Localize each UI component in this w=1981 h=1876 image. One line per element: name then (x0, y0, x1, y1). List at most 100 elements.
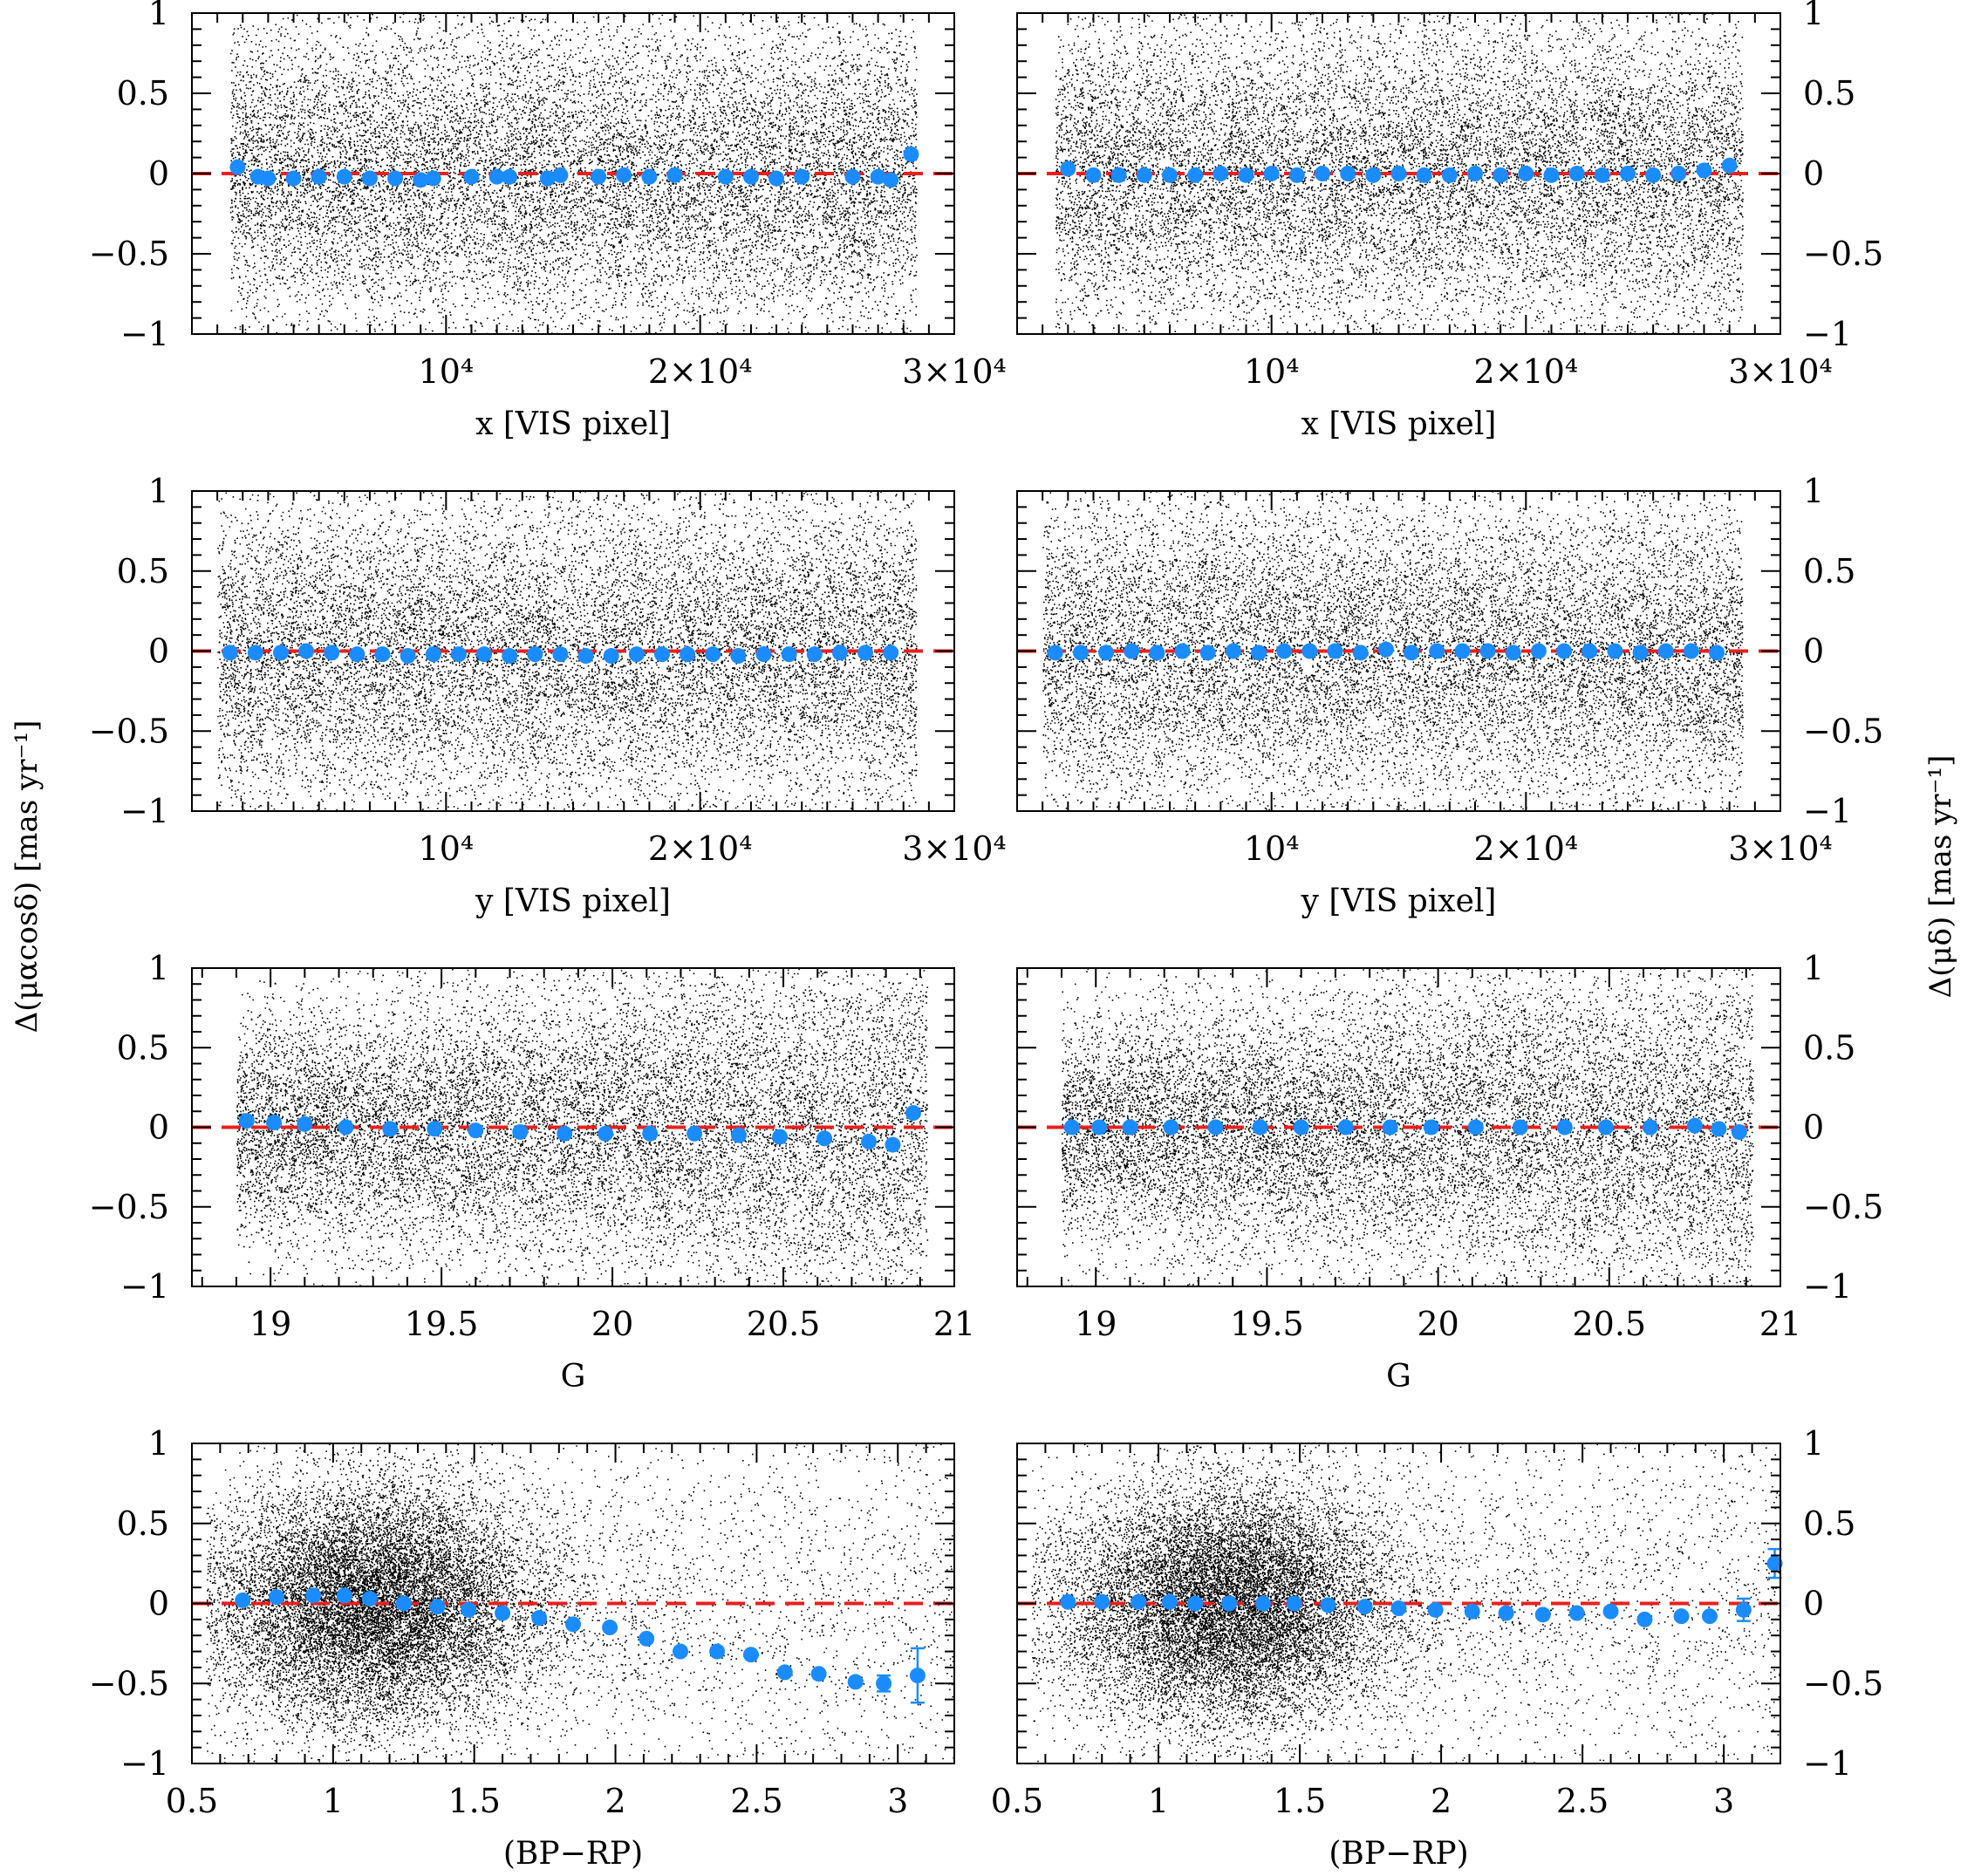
binned-point-marker (1111, 167, 1127, 183)
binned-point (1598, 1120, 1614, 1136)
binned-point (1633, 645, 1649, 660)
binned-point (1428, 1602, 1444, 1618)
binned-point (531, 1610, 547, 1626)
binned-point (1353, 645, 1369, 660)
x-axis-label: (BP−RP) (503, 1836, 643, 1872)
binned-point-marker (604, 648, 619, 664)
x-axis-label: x [VIS pixel] (1301, 406, 1497, 442)
binned-point-marker (1208, 1120, 1224, 1136)
binned-point-marker (1684, 644, 1699, 659)
binned-point-marker (1060, 160, 1076, 176)
binned-point (1709, 645, 1725, 660)
x-tick-label: 1.5 (1274, 1782, 1326, 1820)
binned-point-marker (426, 171, 441, 187)
binned-point (1122, 1120, 1137, 1136)
binned-point-marker (1328, 644, 1343, 659)
binned-point-marker (1493, 167, 1508, 183)
y-tick-label: 0.5 (1803, 1028, 1855, 1067)
x-tick-label: 2 (1431, 1782, 1452, 1820)
binned-point-marker (709, 1644, 725, 1660)
y-tick-label: 0 (1803, 154, 1824, 193)
binned-point (387, 171, 403, 187)
binned-point-marker (1091, 1120, 1107, 1136)
binned-point-marker (362, 1591, 378, 1607)
binned-point-marker (1429, 644, 1445, 659)
binned-point-marker (1670, 166, 1686, 181)
binned-point-marker (387, 171, 403, 187)
y-tick-label: −0.5 (89, 1664, 169, 1702)
binned-point (673, 1644, 688, 1660)
binned-point-marker (578, 648, 594, 664)
binned-point (1391, 166, 1407, 181)
binned-point (1253, 1120, 1268, 1136)
y-tick-label: 1 (148, 0, 169, 32)
binned-point-marker (557, 1126, 572, 1142)
binned-point (642, 1126, 658, 1142)
binned-point (1221, 1596, 1237, 1612)
binned-point (248, 645, 263, 660)
y-tick-label: 0.5 (1803, 552, 1855, 590)
binned-point (756, 646, 772, 662)
binned-point-marker (1513, 1120, 1528, 1136)
binned-point-marker (248, 645, 263, 660)
binned-point (1531, 644, 1547, 659)
binned-point-marker (743, 169, 759, 185)
binned-point-marker (1378, 642, 1394, 658)
binned-point-marker (337, 169, 352, 185)
x-tick-label: 21 (933, 1305, 975, 1343)
binned-point-marker (1253, 1120, 1268, 1136)
binned-point (1454, 644, 1470, 659)
binned-point (298, 644, 314, 659)
binned-point (557, 1126, 572, 1142)
binned-point-marker (338, 1120, 353, 1136)
binned-point-marker (1428, 1602, 1444, 1618)
binned-point (382, 1121, 398, 1136)
binned-point-marker (1320, 1597, 1335, 1613)
x-axis-label: (BP−RP) (1329, 1836, 1468, 1872)
binned-point-marker (885, 1137, 900, 1153)
binned-point-marker (641, 169, 657, 185)
right-y-axis-label: Δ(μδ) [mas yr⁻¹] (1923, 755, 1958, 999)
binned-point-marker (1535, 1607, 1551, 1622)
binned-point-marker (1226, 644, 1241, 659)
binned-point (1187, 1596, 1203, 1612)
binned-point-marker (1454, 644, 1470, 659)
binned-point-marker (1098, 645, 1114, 660)
binned-point-marker (1643, 1120, 1658, 1136)
binned-point (1697, 162, 1712, 178)
binned-point-marker (269, 1589, 284, 1605)
binned-point-marker (311, 169, 327, 185)
x-tick-label: 1 (1148, 1782, 1169, 1820)
binned-point-marker (1595, 167, 1610, 183)
binned-point (705, 646, 721, 662)
binned-point (1264, 166, 1280, 181)
binned-point (811, 1666, 827, 1682)
binned-point-marker (844, 169, 860, 185)
x-tick-label: 3×10⁴ (1728, 829, 1833, 868)
binned-point-marker (468, 1122, 483, 1138)
binned-point (495, 1606, 510, 1621)
binned-point (629, 646, 645, 662)
binned-point-marker (1556, 644, 1572, 659)
binned-point-marker (1287, 1596, 1302, 1612)
binned-point-marker (1732, 1124, 1747, 1140)
binned-point-marker (1338, 1120, 1354, 1136)
binned-point-marker (794, 169, 809, 185)
binned-point (1603, 1604, 1619, 1620)
binned-point (1518, 166, 1534, 181)
x-tick-label: 20 (1417, 1305, 1458, 1343)
binned-point-marker (260, 171, 276, 187)
binned-point-marker (1603, 1604, 1619, 1620)
binned-point-marker (1301, 644, 1317, 659)
binned-point-marker (1442, 167, 1458, 183)
binned-point (709, 1644, 725, 1660)
binned-point-marker (382, 1121, 398, 1136)
binned-point-marker (598, 1126, 613, 1142)
binned-point-marker (743, 1647, 759, 1662)
binned-point (400, 648, 416, 664)
x-tick-label: 2.5 (1556, 1782, 1609, 1820)
binned-point (1391, 1600, 1407, 1616)
binned-point-marker (1251, 645, 1267, 660)
binned-point (641, 169, 657, 185)
binned-point (731, 1128, 747, 1143)
